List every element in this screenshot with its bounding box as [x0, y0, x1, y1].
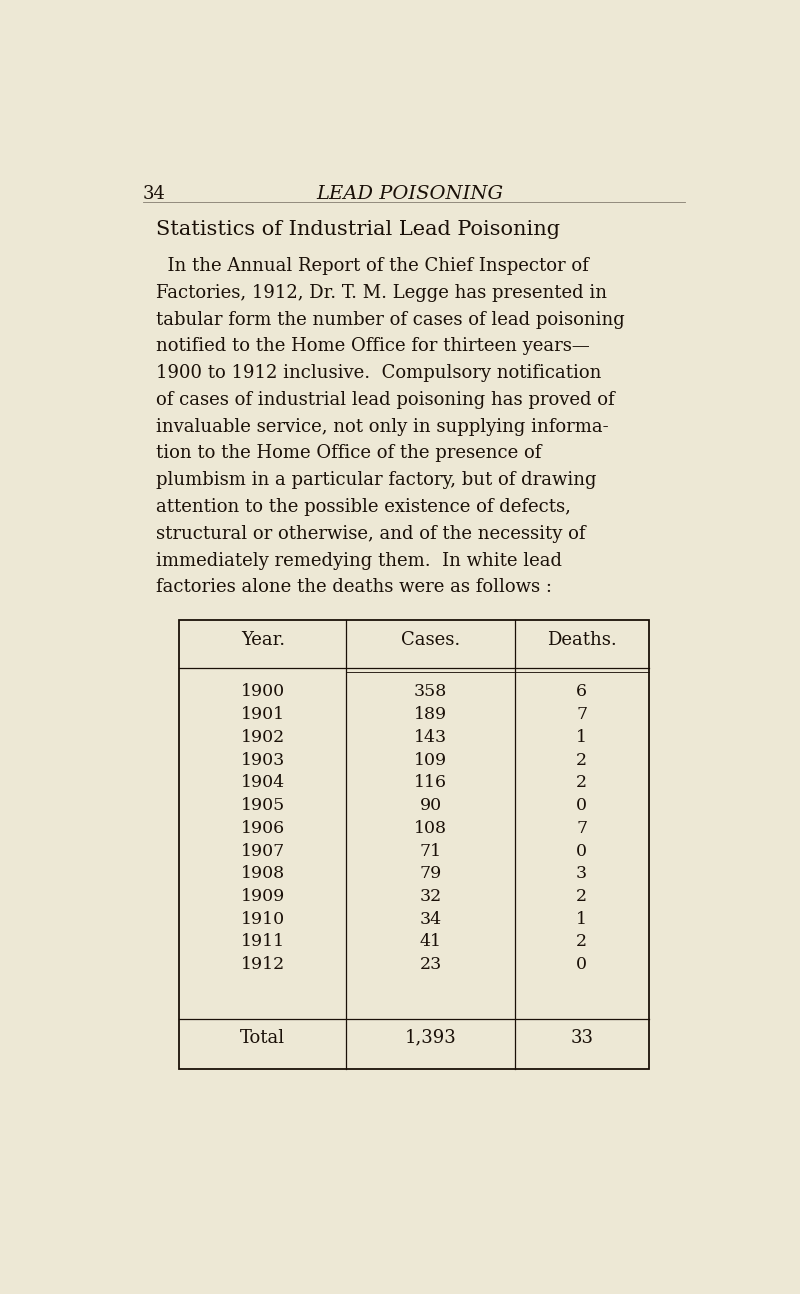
Text: In the Annual Report of the Chief Inspector of: In the Annual Report of the Chief Inspec… [156, 258, 589, 274]
Text: Factories, 1912, Dr. T. M. Legge has presented in: Factories, 1912, Dr. T. M. Legge has pre… [156, 283, 606, 302]
Text: Deaths.: Deaths. [546, 631, 617, 650]
Text: 3: 3 [576, 866, 587, 883]
Text: structural or otherwise, and of the necessity of: structural or otherwise, and of the nece… [156, 525, 586, 543]
Text: 1,393: 1,393 [405, 1029, 457, 1047]
Text: 2: 2 [576, 752, 587, 769]
Text: 189: 189 [414, 707, 447, 723]
Text: 1903: 1903 [241, 752, 285, 769]
Text: 1911: 1911 [241, 933, 285, 950]
Text: 1907: 1907 [241, 842, 285, 859]
Text: 116: 116 [414, 774, 447, 792]
Text: 0: 0 [576, 842, 587, 859]
Text: of cases of industrial lead poisoning has proved of: of cases of industrial lead poisoning ha… [156, 391, 614, 409]
Text: 1902: 1902 [241, 729, 285, 745]
Text: 108: 108 [414, 820, 447, 837]
Text: 2: 2 [576, 888, 587, 905]
Text: 143: 143 [414, 729, 447, 745]
Text: 1912: 1912 [241, 956, 285, 973]
Text: Total: Total [240, 1029, 286, 1047]
Text: 1909: 1909 [241, 888, 285, 905]
Text: 358: 358 [414, 683, 447, 700]
Text: LEAD POISONING: LEAD POISONING [317, 185, 503, 203]
Text: 34: 34 [142, 185, 166, 203]
Text: attention to the possible existence of defects,: attention to the possible existence of d… [156, 498, 570, 516]
Text: 1910: 1910 [241, 911, 285, 928]
Text: 2: 2 [576, 774, 587, 792]
Text: tabular form the number of cases of lead poisoning: tabular form the number of cases of lead… [156, 311, 625, 329]
Text: Cases.: Cases. [401, 631, 460, 650]
Text: 0: 0 [576, 956, 587, 973]
Text: 2: 2 [576, 933, 587, 950]
Text: 1908: 1908 [241, 866, 285, 883]
Text: Statistics of Industrial Lead Poisoning: Statistics of Industrial Lead Poisoning [156, 220, 560, 239]
Text: plumbism in a particular factory, but of drawing: plumbism in a particular factory, but of… [156, 471, 596, 489]
Text: tion to the Home Office of the presence of: tion to the Home Office of the presence … [156, 445, 541, 462]
Text: notified to the Home Office for thirteen years—: notified to the Home Office for thirteen… [156, 338, 590, 356]
Text: 7: 7 [576, 820, 587, 837]
Text: 0: 0 [576, 797, 587, 814]
Text: 7: 7 [576, 707, 587, 723]
Text: 90: 90 [419, 797, 442, 814]
Text: 1901: 1901 [241, 707, 285, 723]
Text: 1905: 1905 [241, 797, 285, 814]
Text: factories alone the deaths were as follows :: factories alone the deaths were as follo… [156, 578, 552, 597]
Text: Year.: Year. [241, 631, 285, 650]
Bar [179, 620, 649, 1069]
Text: 109: 109 [414, 752, 447, 769]
Text: 41: 41 [419, 933, 442, 950]
Text: 23: 23 [419, 956, 442, 973]
Text: 71: 71 [419, 842, 442, 859]
Text: 1: 1 [576, 729, 587, 745]
Text: invaluable service, not only in supplying informa-: invaluable service, not only in supplyin… [156, 418, 609, 436]
Text: 33: 33 [570, 1029, 593, 1047]
Text: 6: 6 [576, 683, 587, 700]
Text: 34: 34 [419, 911, 442, 928]
Text: 1904: 1904 [241, 774, 285, 792]
Text: –: – [426, 1012, 435, 1029]
Text: 1906: 1906 [241, 820, 285, 837]
Text: 79: 79 [419, 866, 442, 883]
Text: 1: 1 [576, 911, 587, 928]
Text: immediately remedying them.  In white lead: immediately remedying them. In white lea… [156, 551, 562, 569]
Text: 1900: 1900 [241, 683, 285, 700]
Text: 1900 to 1912 inclusive.  Compulsory notification: 1900 to 1912 inclusive. Compulsory notif… [156, 364, 601, 382]
Text: 32: 32 [419, 888, 442, 905]
